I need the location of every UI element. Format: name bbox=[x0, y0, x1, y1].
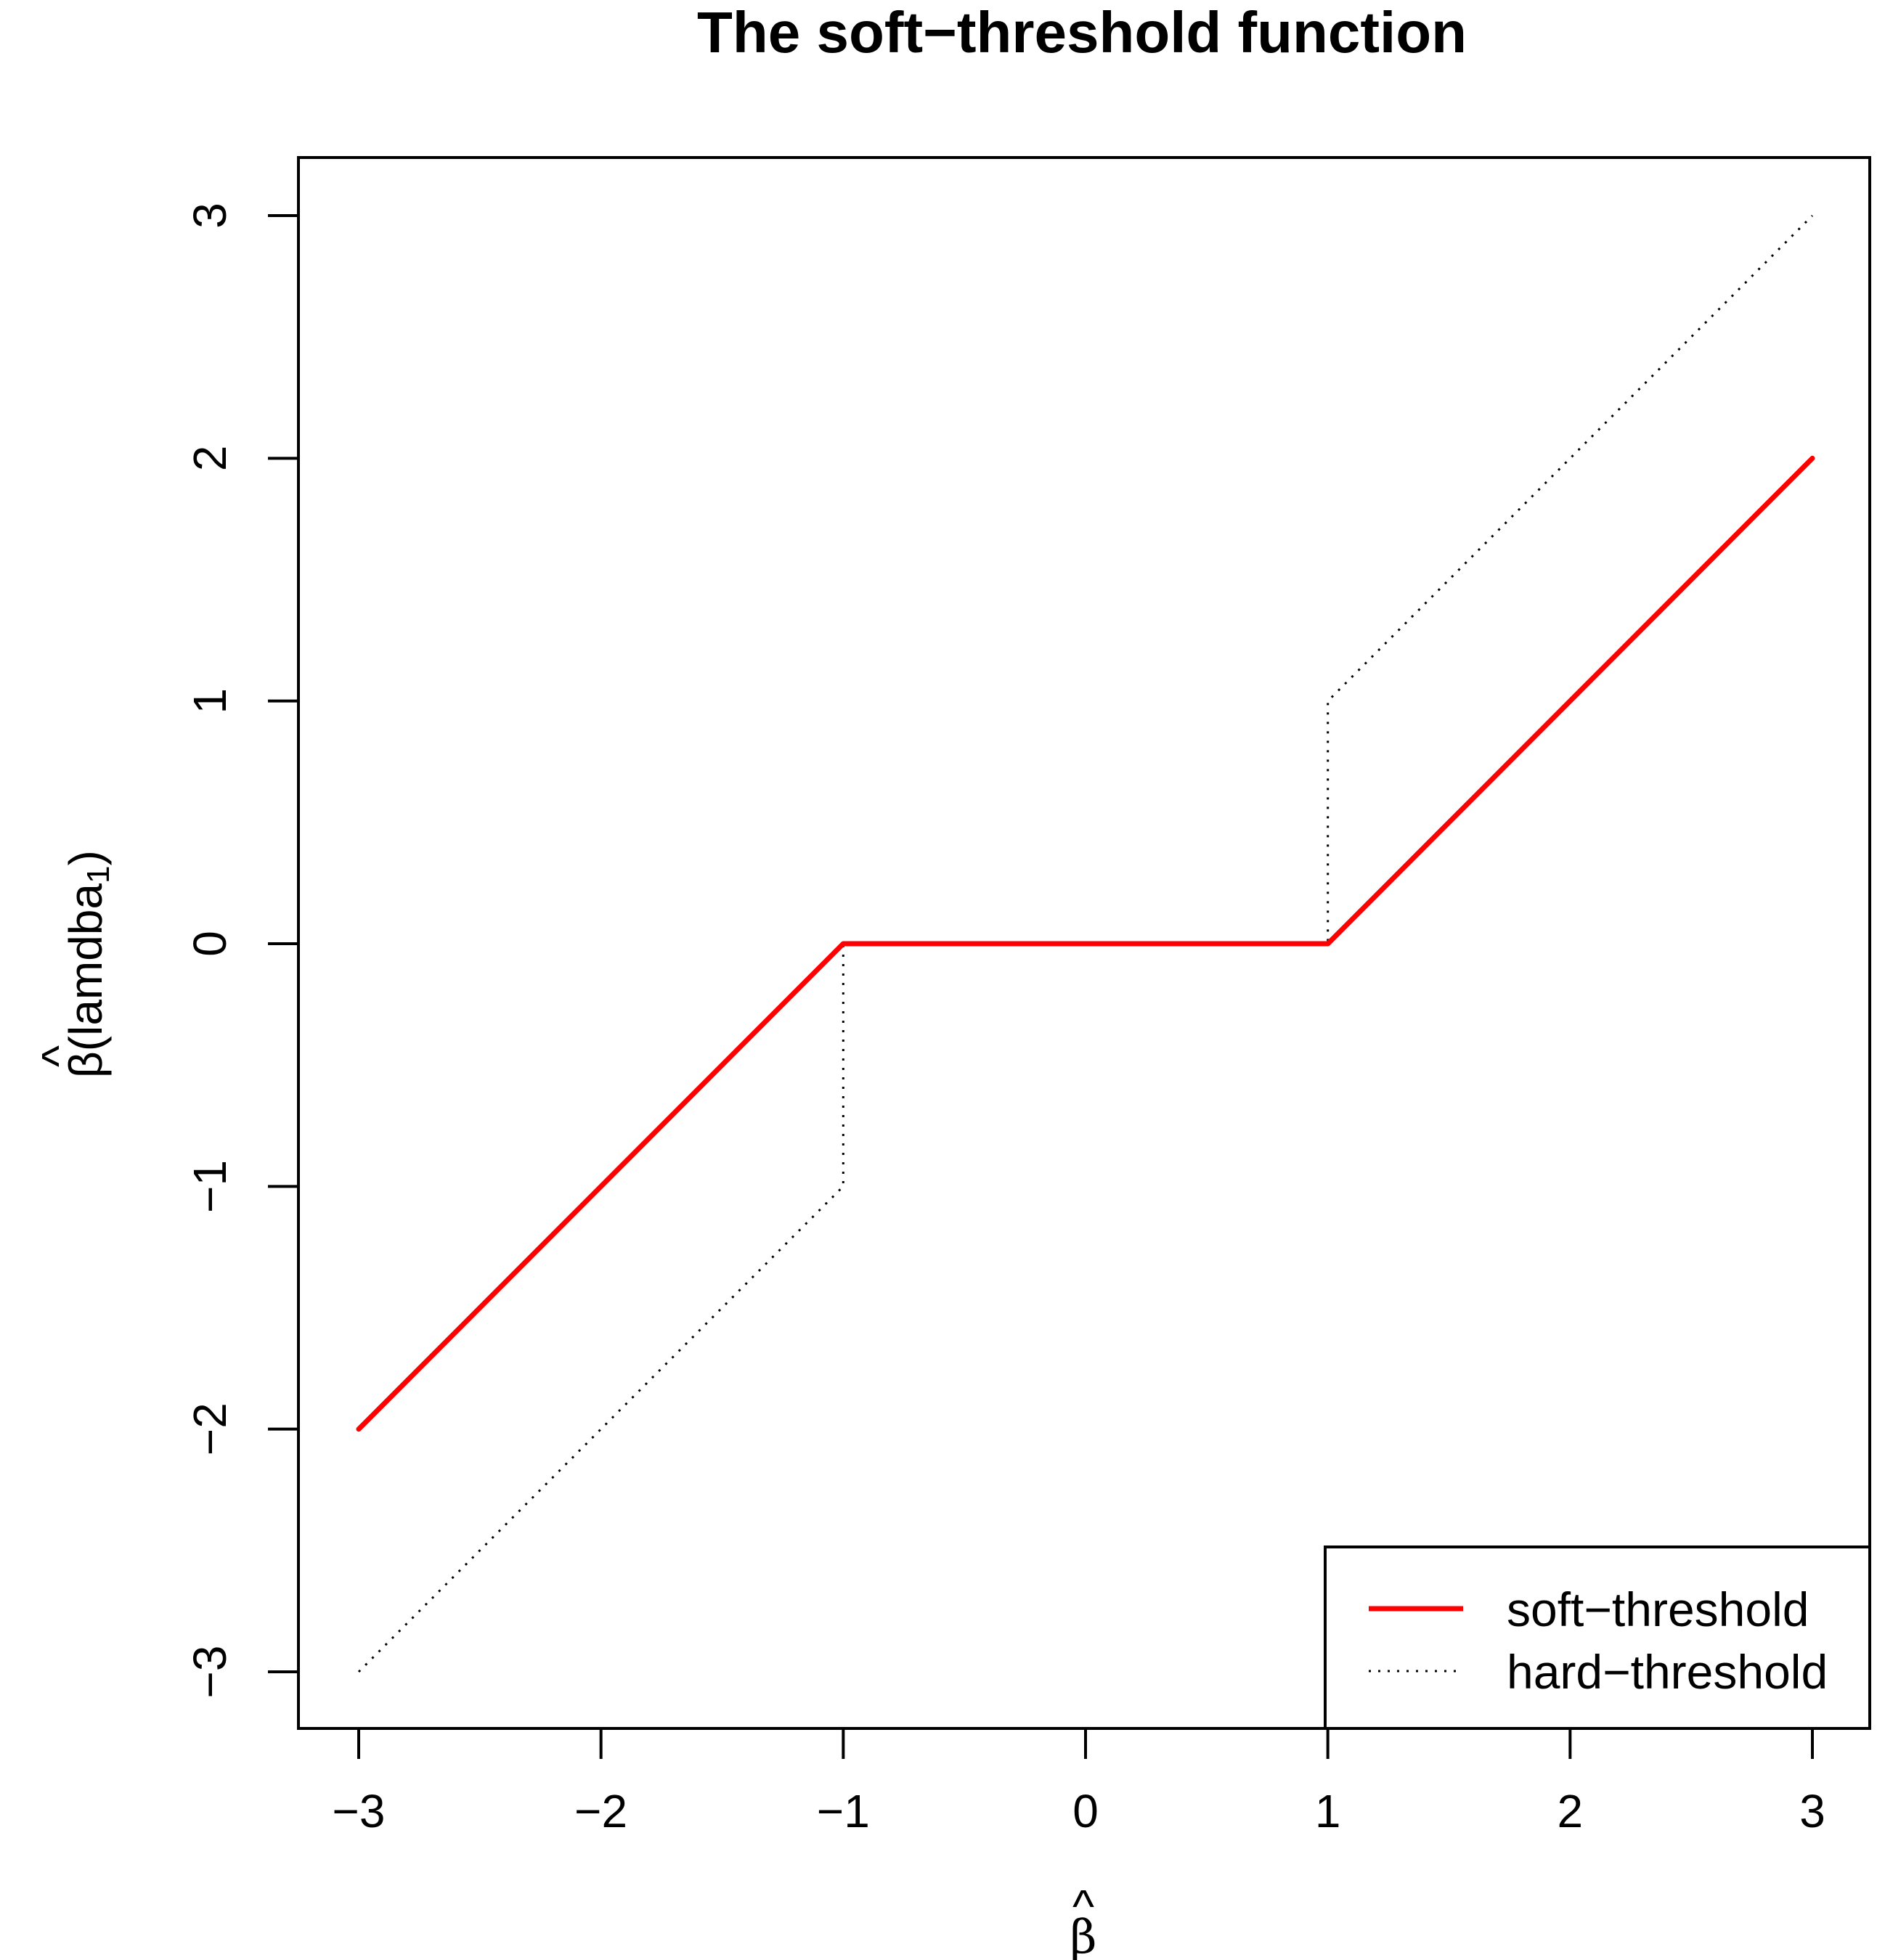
series-line-soft-threshold bbox=[356, 455, 1815, 1432]
x-tick-label: 2 bbox=[1558, 1785, 1584, 1837]
legend-label-soft: soft−threshold bbox=[1507, 1583, 1809, 1636]
y-tick-label: 3 bbox=[184, 203, 236, 229]
series-layer bbox=[356, 214, 1815, 1673]
y-axis-label-subscript: 1 bbox=[81, 865, 116, 883]
legend-box bbox=[1324, 1545, 1871, 1730]
x-tick-label: 1 bbox=[1315, 1785, 1341, 1837]
y-axis: −3 −2 −1 0 1 2 3 bbox=[184, 203, 300, 1699]
y-tick-label: 2 bbox=[184, 446, 236, 472]
y-axis-label: β(lamdba1) bbox=[60, 850, 116, 1078]
y-axis-label-accent: ^ bbox=[32, 1045, 84, 1067]
x-axis: −3 −2 −1 0 1 2 3 bbox=[333, 1727, 1825, 1837]
y-tick-label: 1 bbox=[184, 688, 236, 714]
y-axis-label-main: β(lamdba bbox=[60, 883, 112, 1078]
x-axis-label-accent: ^ bbox=[1072, 1880, 1094, 1932]
y-tick-label: −3 bbox=[184, 1646, 236, 1699]
y-tick-label: −1 bbox=[184, 1160, 236, 1213]
y-axis-label-group: ^ β(lamdba1) bbox=[32, 850, 116, 1078]
y-axis-label-close: ) bbox=[60, 850, 112, 865]
x-axis-label: β bbox=[1070, 1911, 1097, 1960]
legend: soft−threshold hard−threshold bbox=[1324, 1545, 1871, 1730]
x-tick-label: −3 bbox=[333, 1785, 386, 1837]
x-tick-label: 0 bbox=[1072, 1785, 1099, 1837]
legend-label-hard: hard−threshold bbox=[1507, 1645, 1828, 1699]
x-tick-label: −1 bbox=[817, 1785, 870, 1837]
x-tick-label: 3 bbox=[1799, 1785, 1825, 1837]
chart-title: The soft−threshold function bbox=[697, 0, 1467, 65]
y-tick-label: −2 bbox=[184, 1402, 236, 1455]
x-tick-label: −2 bbox=[574, 1785, 627, 1837]
y-tick-label: 0 bbox=[184, 931, 236, 957]
